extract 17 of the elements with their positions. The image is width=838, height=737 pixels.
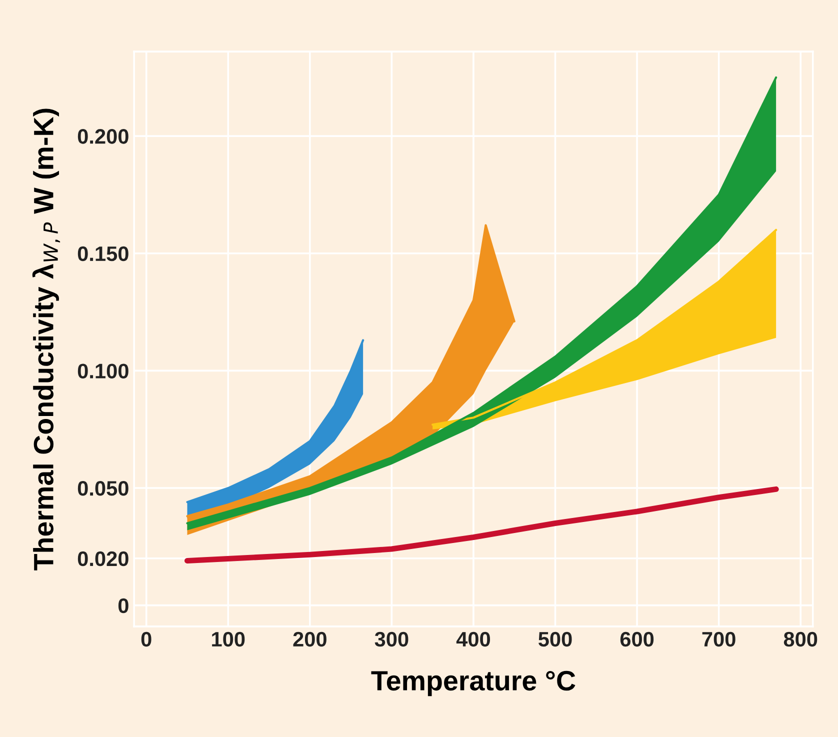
x-tick-label: 0 bbox=[141, 632, 152, 647]
y-tick-label: 0.050 bbox=[78, 481, 128, 496]
x-tick-label: 400 bbox=[456, 632, 490, 647]
y-tick-label: 0.020 bbox=[78, 551, 128, 566]
x-tick-label: 500 bbox=[538, 632, 572, 647]
y-tick-label: 0.100 bbox=[78, 364, 128, 378]
x-axis-title: Temperature °C bbox=[371, 670, 576, 696]
x-tick-label: 700 bbox=[702, 632, 736, 647]
x-tick-label: 100 bbox=[212, 632, 245, 647]
x-tick-label: 300 bbox=[374, 632, 408, 647]
y-tick-label: 0.200 bbox=[78, 129, 128, 144]
x-tick-label: 200 bbox=[293, 632, 326, 647]
x-tick-label: 600 bbox=[620, 632, 654, 647]
y-axis-title: Thermal Conductivity λ$_{W,P}$ W (m-K) bbox=[32, 108, 60, 570]
x-tick-label: 800 bbox=[784, 632, 818, 647]
y-tick-label: 0 bbox=[118, 598, 128, 614]
y-tick-label: 0.150 bbox=[78, 246, 128, 262]
